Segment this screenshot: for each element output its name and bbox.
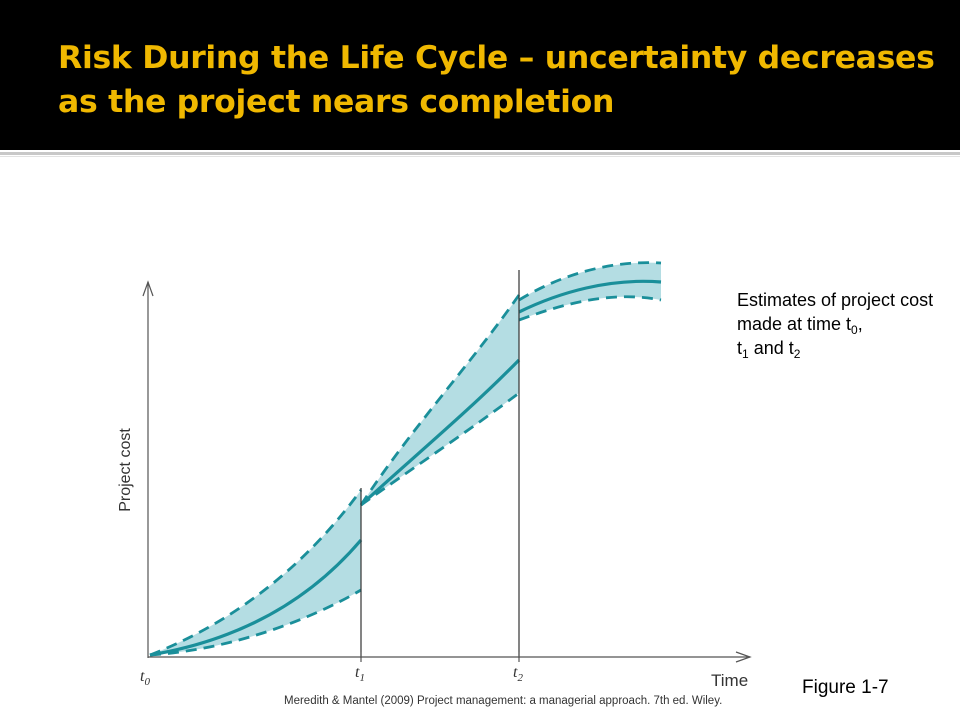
- slide-title: Risk During the Life Cycle – uncertainty…: [58, 40, 935, 120]
- tick-label-t2: t2: [513, 664, 523, 684]
- estimate-curve-t0: [149, 538, 363, 657]
- upper-bound-t2: [518, 261, 662, 302]
- y-axis-label: Project cost: [117, 428, 134, 512]
- lower-bound-t1: [360, 391, 520, 507]
- x-axis-label: Time: [711, 671, 748, 690]
- band-from-t2: [519, 262, 661, 320]
- band-from-t0: [150, 490, 361, 655]
- figure-label: Figure 1-7: [802, 677, 889, 698]
- lower-bound-t2: [518, 295, 662, 322]
- tick-label-t0: t0: [140, 668, 150, 688]
- estimate-curve-t1: [359, 358, 521, 507]
- estimates-annotation: Estimates of project cost made at time t…: [737, 290, 934, 361]
- title-divider: [0, 152, 960, 155]
- x-axis-arrow: [735, 651, 752, 663]
- upper-bound-t1: [359, 294, 521, 506]
- title-bar: [0, 0, 960, 150]
- title-divider-thin: [0, 156, 960, 157]
- citation: Meredith & Mantel (2009) Project managem…: [284, 695, 723, 707]
- tick-label-t1: t1: [355, 664, 365, 684]
- lower-bound-t0: [149, 588, 362, 657]
- y-axis-arrow: [142, 280, 154, 297]
- upper-bound-t0: [149, 489, 363, 657]
- estimate-curve-t2: [518, 279, 662, 314]
